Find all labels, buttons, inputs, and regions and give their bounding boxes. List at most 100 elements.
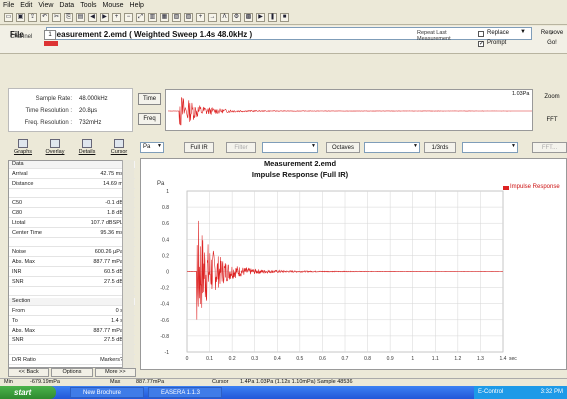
chevron-down-icon: ▼ — [311, 143, 316, 149]
info-key: Time Resolution : — [25, 108, 72, 114]
go-label: Go! — [547, 40, 557, 46]
details-row: Section — [9, 298, 135, 307]
replace-checkbox[interactable] — [478, 31, 484, 37]
bars-icon[interactable]: ▥ — [148, 13, 157, 22]
details-row: Center Time 95.36 ms — [9, 230, 135, 238]
octaves-button[interactable]: Octaves — [326, 142, 360, 153]
check-icon: ✓ — [549, 31, 555, 37]
export-icon[interactable]: ⇪ — [28, 13, 37, 22]
fft-button[interactable]: FFT — [546, 117, 558, 123]
fft-settings-button[interactable]: FFT... — [532, 142, 567, 153]
plot-panel[interactable]: 0 0.1 0.2 0.3 0.4 0.5 0.6 0.7 0.8 0.9 1 1.1 1.2 1.3 1.… — [140, 158, 567, 370]
task-new-brochure[interactable]: New Brochure — [70, 387, 144, 398]
overview-waveform[interactable] — [165, 89, 533, 131]
zoom-out-icon[interactable]: − — [124, 13, 133, 22]
details-value: 27.5 dB — [104, 278, 123, 285]
x-tick-label: 0.3 — [251, 356, 258, 362]
stop-icon[interactable]: ■ — [280, 13, 289, 22]
details-key: Abs. Max — [12, 327, 35, 334]
time-button[interactable]: Time — [138, 93, 161, 105]
file-bar: File Measurement 2.emd ( Weighted Sweep … — [0, 26, 567, 54]
repeat-last-label: Repeat Last Measurement — [417, 30, 451, 42]
filter-button[interactable]: Filter — [226, 142, 256, 153]
tab-overlay[interactable]: Overlay — [40, 137, 70, 159]
copy-icon[interactable]: ⎘ — [64, 13, 73, 22]
unit-value: Pa — [143, 144, 151, 150]
side-button-2[interactable]: More >> — [94, 368, 136, 377]
tab-cursor[interactable]: Cursor — [104, 137, 134, 159]
menu-item-tools[interactable]: Tools — [80, 2, 97, 9]
menu-item-view[interactable]: View — [38, 2, 54, 9]
remove-button[interactable]: Remove — [540, 30, 564, 36]
file-label: File — [10, 30, 24, 39]
zoom-in-icon[interactable]: + — [112, 13, 121, 22]
x-tick-label: 1.3 — [477, 356, 484, 362]
details-row — [9, 190, 135, 199]
details-row: C50 -0.1 dB — [9, 200, 135, 209]
undo-icon[interactable]: ↶ — [40, 13, 49, 22]
details-scrollbar[interactable] — [122, 160, 134, 368]
side-tabs: Graphs Overlay Details Cursor — [8, 137, 136, 159]
details-row — [9, 347, 135, 356]
menu-item-data[interactable]: Data — [59, 2, 75, 9]
plus-icon[interactable]: + — [196, 13, 205, 22]
zoom-button[interactable]: Zoom — [544, 94, 560, 100]
details-value: 600.26 µPa — [94, 249, 123, 256]
table-icon[interactable]: ▧ — [172, 13, 181, 22]
details-key: Abs. Max — [12, 259, 35, 265]
filter-dropdown[interactable]: ▼ — [262, 142, 318, 153]
fit-icon[interactable]: ⤢ — [136, 13, 145, 22]
channel-label: Channel — [10, 34, 33, 40]
menu-item-help[interactable]: Help — [129, 2, 144, 9]
x-tick-label: 1.2 — [454, 356, 461, 362]
replace-label: Replace — [487, 30, 510, 36]
tab-details[interactable]: Details — [72, 137, 102, 159]
menu-item-mouse[interactable]: Mouse — [102, 2, 124, 9]
channel-selector[interactable]: 1 — [44, 30, 56, 40]
details-value: 27.5 dB — [104, 337, 123, 344]
details-value: -0.1 dB — [105, 200, 123, 207]
chart-icon[interactable]: ▨ — [184, 13, 193, 22]
go-button[interactable]: ✓ Go! — [537, 28, 567, 50]
details-row: From 0 s — [9, 308, 135, 316]
unit-dropdown[interactable]: Pa ▼ — [140, 142, 164, 153]
tab-graphs[interactable]: Graphs — [8, 137, 38, 159]
grid-icon[interactable]: ▦ — [160, 13, 169, 22]
side-button-0[interactable]: << Back — [8, 368, 50, 377]
save-icon[interactable]: ▣ — [16, 13, 25, 22]
freq-button[interactable]: Freq — [138, 113, 161, 125]
chevron-down-icon[interactable]: ▼ — [520, 29, 526, 35]
start-button[interactable]: start — [0, 386, 56, 399]
settings-icon[interactable]: ⚙ — [232, 13, 241, 22]
menu-item-edit[interactable]: Edit — [20, 2, 33, 9]
menu-item-file[interactable]: File — [3, 2, 15, 9]
prompt-checkbox[interactable]: ✓ — [478, 41, 485, 47]
lambda-icon[interactable]: Λ — [220, 13, 229, 22]
arrow-left-icon[interactable]: ◀ — [88, 13, 97, 22]
details-key: INR — [12, 268, 22, 275]
details-key: Section — [12, 298, 31, 305]
y-tick-label: 0.4 — [162, 237, 169, 243]
full-ir-button[interactable]: Full IR — [184, 142, 214, 153]
taskbar: start New Brochure EASERA 1.1.3 E-Contro… — [0, 386, 567, 399]
paste-icon[interactable]: ▤ — [76, 13, 85, 22]
cut-icon[interactable]: ✂ — [52, 13, 61, 22]
octaves-dropdown[interactable]: ▼ — [364, 142, 420, 153]
open-icon[interactable]: ▭ — [4, 13, 13, 22]
resolution-button[interactable]: 1/3rds — [424, 142, 456, 153]
task-easera[interactable]: EASERA 1.1.3 — [148, 387, 222, 398]
info-row: Freq. Resolution : 732mHz — [9, 120, 134, 128]
pause-icon[interactable]: ❚ — [268, 13, 277, 22]
arrow-right-icon[interactable]: ▶ — [100, 13, 109, 22]
x-tick-label: 0.4 — [274, 356, 281, 362]
resolution-dropdown[interactable]: ▼ — [462, 142, 518, 153]
details-value: 14.69 m — [103, 180, 123, 187]
details-row: To 1.4 s — [9, 318, 135, 326]
overview-plot — [167, 97, 533, 126]
info-panel: Sample Rate: 48.000kHz Time Resolution : 20… — [8, 88, 133, 132]
db-icon[interactable]: ▩ — [244, 13, 253, 22]
y-tick-label: 0.2 — [162, 253, 169, 259]
arrow-icon[interactable]: → — [208, 13, 217, 22]
play-icon[interactable]: ▶ — [256, 13, 265, 22]
side-button-1[interactable]: Options — [51, 368, 93, 377]
